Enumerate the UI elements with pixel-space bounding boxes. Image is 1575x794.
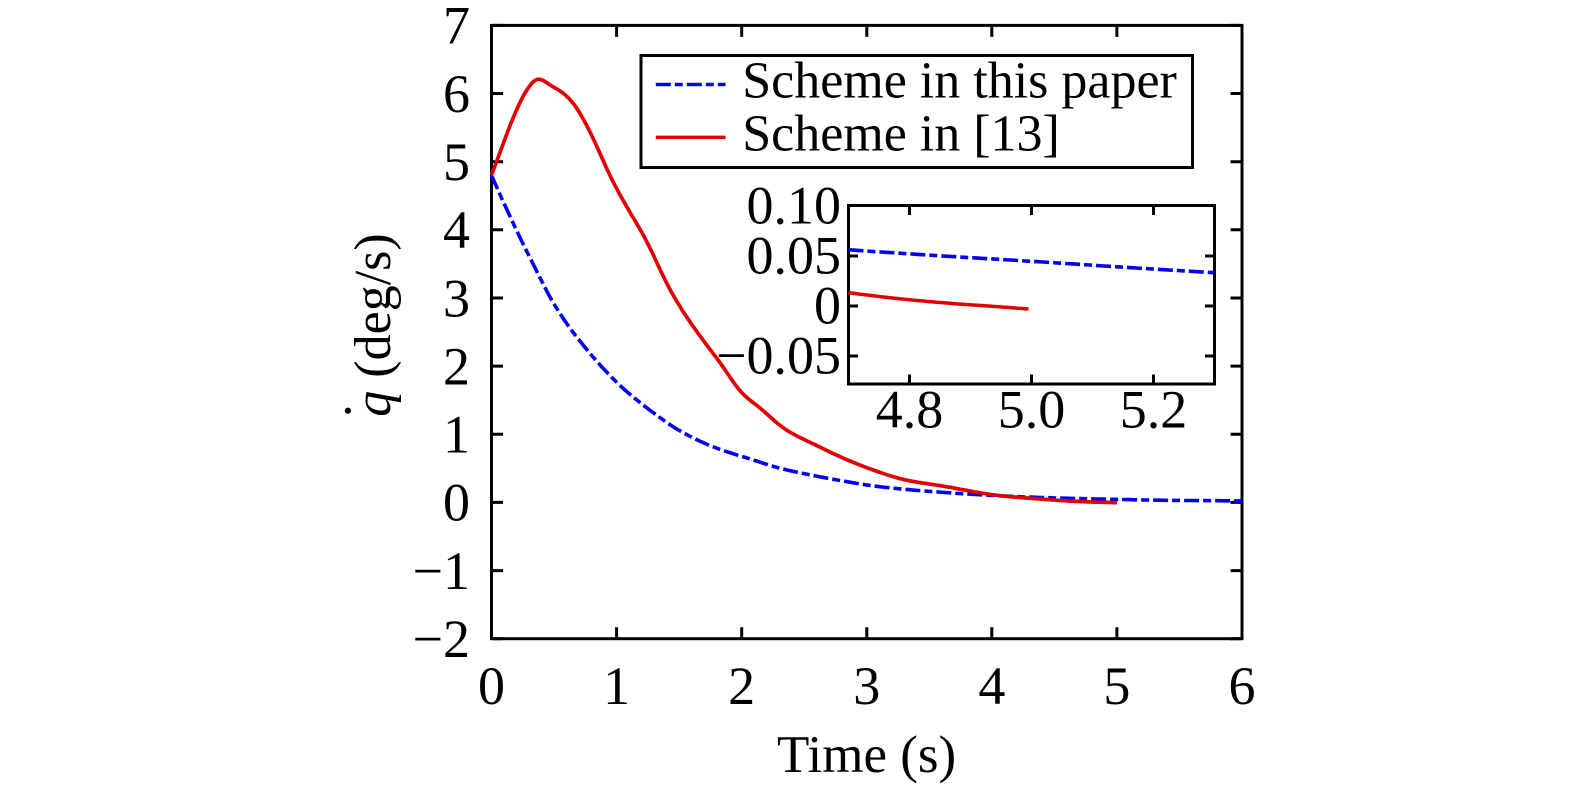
svg-text:2: 2 [443,336,470,396]
svg-text:Scheme in this paper: Scheme in this paper [742,53,1177,110]
svg-text:1: 1 [443,405,470,465]
svg-text:5.2: 5.2 [1120,380,1188,440]
svg-text:6: 6 [1229,656,1256,716]
svg-text:3: 3 [853,656,880,716]
svg-text:4: 4 [978,656,1005,716]
svg-text:4: 4 [443,200,470,260]
svg-text:−0.05: −0.05 [716,326,841,386]
svg-text:6: 6 [443,64,470,124]
svg-text:0: 0 [814,276,841,336]
svg-text:5: 5 [1103,656,1130,716]
svg-text:0: 0 [443,473,470,533]
svg-text:0.10: 0.10 [747,176,842,236]
svg-text:2: 2 [728,656,755,716]
svg-text:1: 1 [603,656,630,716]
svg-text:q (deg/s): q (deg/s) [345,233,402,416]
svg-text:5.0: 5.0 [998,380,1066,440]
svg-text:7: 7 [443,0,470,56]
svg-text:0: 0 [478,656,505,716]
svg-text:−2: −2 [413,609,470,669]
svg-text:−1: −1 [413,541,470,601]
svg-text:3: 3 [443,268,470,328]
svg-text:5: 5 [443,132,470,192]
svg-text:4.8: 4.8 [876,380,944,440]
svg-text:0.05: 0.05 [747,226,842,286]
svg-text:Time (s): Time (s) [777,726,956,784]
svg-text:Scheme in [13]: Scheme in [13] [742,105,1060,162]
